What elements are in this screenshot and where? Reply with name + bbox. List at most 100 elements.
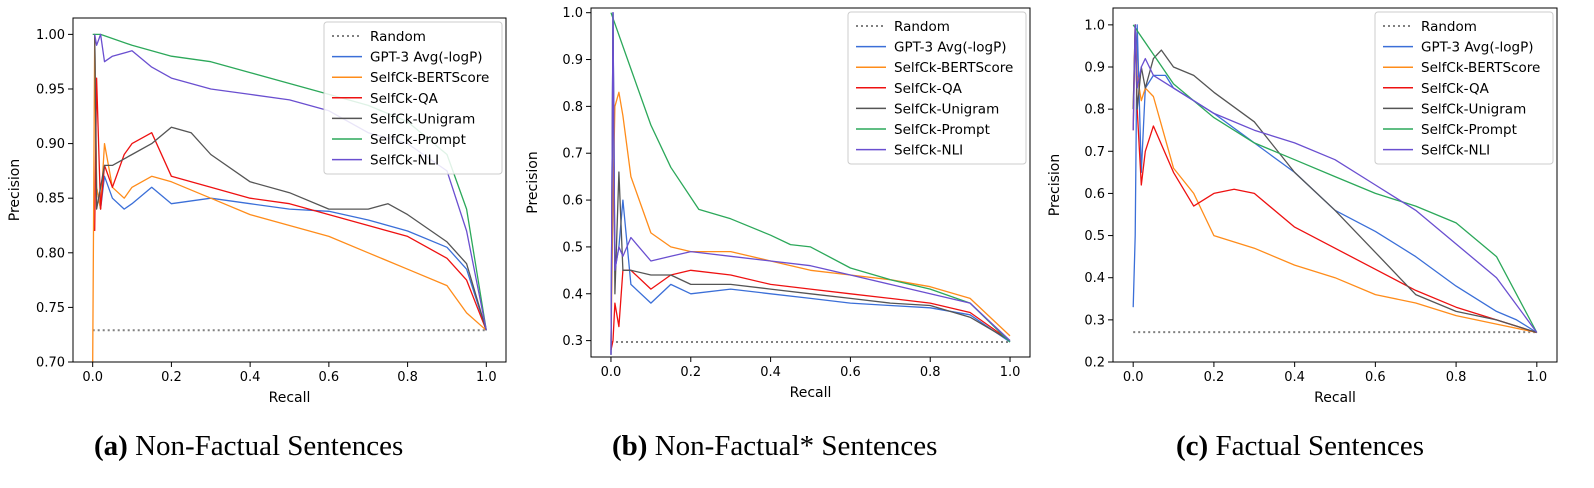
caption-b-text: Non-Factual* Sentences [654, 430, 938, 462]
x-tick-label: 1.0 [1526, 370, 1547, 385]
chart-panel-0: 0.0 0.2 0.4 0.6 0.8 1.0 0.70 0.75 0.80 0.85 0.90 0.… [7, 17, 507, 406]
series-line-selfck-unigram [1132, 24, 1537, 334]
y-tick-label: 0.8 [1084, 103, 1105, 118]
legend-label: SelfCk-Unigram [370, 111, 475, 127]
series-line-selfck-qa [1132, 24, 1537, 334]
caption-a-text: Non-Factual Sentences [135, 430, 404, 462]
y-tick-label: 0.90 [36, 137, 65, 152]
legend-label: SelfCk-QA [894, 81, 963, 97]
y-axis-label: Precision [7, 159, 23, 221]
chart-panel-2: 0.0 0.2 0.4 0.6 0.8 1.0 0.2 0.3 0.4 0.5 0.6 0.7 0.8 0… [1047, 7, 1558, 406]
y-tick-label: 0.8 [562, 100, 583, 115]
y-axis-label: Precision [525, 151, 541, 213]
legend: Random GPT-3 Avg(-logP) SelfCk-BERTScore Se… [1374, 11, 1554, 165]
x-axis-label: Recall [269, 390, 311, 406]
y-tick-label: 0.7 [1084, 145, 1105, 160]
y-tick-label: 0.80 [36, 246, 65, 261]
series-line-selfck-prompt [1132, 24, 1538, 333]
legend-label: SelfCk-BERTScore [894, 60, 1013, 76]
y-axis-label: Precision [1047, 154, 1063, 216]
x-tick-label: 0.0 [601, 365, 622, 380]
x-tick-label: 0.4 [240, 370, 261, 385]
x-tick-label: 0.4 [1284, 370, 1305, 385]
y-tick-label: 0.70 [36, 356, 65, 371]
x-tick-label: 0.6 [319, 370, 340, 385]
legend-label: SelfCk-NLI [1421, 143, 1490, 159]
y-tick-label: 0.85 [36, 192, 65, 207]
legend-label: SelfCk-Unigram [1421, 101, 1526, 117]
x-tick-label: 0.6 [840, 365, 861, 380]
x-tick-label: 0.2 [680, 365, 701, 380]
x-tick-label: 0.6 [1365, 370, 1386, 385]
x-tick-label: 0.2 [161, 370, 182, 385]
legend-label: SelfCk-Prompt [370, 132, 466, 148]
legend-frame [847, 11, 1027, 165]
legend-frame [1374, 11, 1554, 165]
axes-frame [72, 17, 507, 363]
y-tick-label: 0.6 [1084, 187, 1105, 202]
x-tick-label: 0.2 [1204, 370, 1225, 385]
axes-frame [1112, 7, 1558, 363]
series-line-selfck-unigram [610, 12, 1011, 355]
legend-label: Random [1421, 19, 1477, 35]
y-tick-label: 0.2 [1084, 356, 1105, 371]
series-line-selfck-unigram [94, 34, 487, 331]
legend-label: SelfCk-Prompt [894, 122, 990, 138]
legend-label: GPT-3 Avg(-logP) [370, 50, 483, 66]
series-line-selfck-prompt [610, 12, 1011, 343]
legend-label: Random [370, 29, 426, 45]
series-line-selfck-bertscore [1132, 24, 1537, 334]
caption-c-text: Factual Sentences [1215, 430, 1425, 462]
x-tick-label: 0.8 [397, 370, 418, 385]
y-tick-label: 0.95 [36, 82, 65, 97]
legend-label: SelfCk-BERTScore [370, 70, 489, 86]
x-tick-label: 0.8 [1446, 370, 1467, 385]
legend-label: Random [894, 19, 950, 35]
caption-b-tag: (b) [612, 430, 648, 462]
legend: Random GPT-3 Avg(-logP) SelfCk-BERTScore Se… [323, 21, 503, 175]
caption-c-tag: (c) [1176, 430, 1209, 462]
legend-label: SelfCk-QA [1421, 81, 1490, 97]
y-tick-label: 0.7 [562, 147, 583, 162]
y-tick-label: 0.9 [1084, 61, 1105, 76]
caption-a-tag: (a) [94, 430, 128, 462]
y-tick-label: 0.9 [562, 53, 583, 68]
x-tick-label: 0.8 [920, 365, 941, 380]
y-tick-label: 1.0 [1084, 18, 1105, 33]
legend-frame [323, 21, 503, 175]
y-tick-label: 0.3 [1084, 313, 1105, 328]
legend: Random GPT-3 Avg(-logP) SelfCk-BERTScore Se… [847, 11, 1027, 165]
x-tick-label: 0.4 [760, 365, 781, 380]
x-tick-label: 1.0 [1000, 365, 1021, 380]
caption-a: (a) Non-Factual Sentences [94, 430, 403, 463]
legend-label: SelfCk-Unigram [894, 101, 999, 117]
legend-label: GPT-3 Avg(-logP) [1421, 40, 1534, 56]
legend-label: SelfCk-QA [370, 91, 439, 107]
y-tick-label: 0.5 [1084, 229, 1105, 244]
legend-label: SelfCk-BERTScore [1421, 60, 1540, 76]
y-tick-label: 0.3 [562, 334, 583, 349]
series-line-selfck-nli [610, 12, 1011, 355]
legend-label: SelfCk-NLI [894, 143, 963, 159]
chart-panel-1: 0.0 0.2 0.4 0.6 0.8 1.0 0.3 0.4 0.5 0.6 0.7 0.8 0.9 1… [525, 6, 1031, 401]
y-tick-label: 0.4 [562, 287, 583, 302]
x-tick-label: 0.0 [1123, 370, 1144, 385]
x-axis-label: Recall [790, 385, 832, 401]
axes-frame [590, 7, 1031, 358]
x-tick-label: 0.0 [82, 370, 103, 385]
y-tick-label: 0.6 [562, 194, 583, 209]
y-tick-label: 1.0 [562, 6, 583, 21]
caption-b: (b) Non-Factual* Sentences [612, 430, 937, 463]
series-line-selfck-nli [1132, 24, 1538, 333]
y-tick-label: 0.4 [1084, 271, 1105, 286]
caption-c: (c) Factual Sentences [1176, 430, 1424, 463]
legend-label: SelfCk-Prompt [1421, 122, 1517, 138]
x-axis-label: Recall [1314, 390, 1356, 406]
y-tick-label: 0.75 [36, 301, 65, 316]
legend-label: GPT-3 Avg(-logP) [894, 40, 1007, 56]
y-tick-label: 0.5 [562, 240, 583, 255]
x-tick-label: 1.0 [476, 370, 497, 385]
series-line-selfck-qa [610, 269, 1011, 351]
legend-label: SelfCk-NLI [370, 153, 439, 169]
